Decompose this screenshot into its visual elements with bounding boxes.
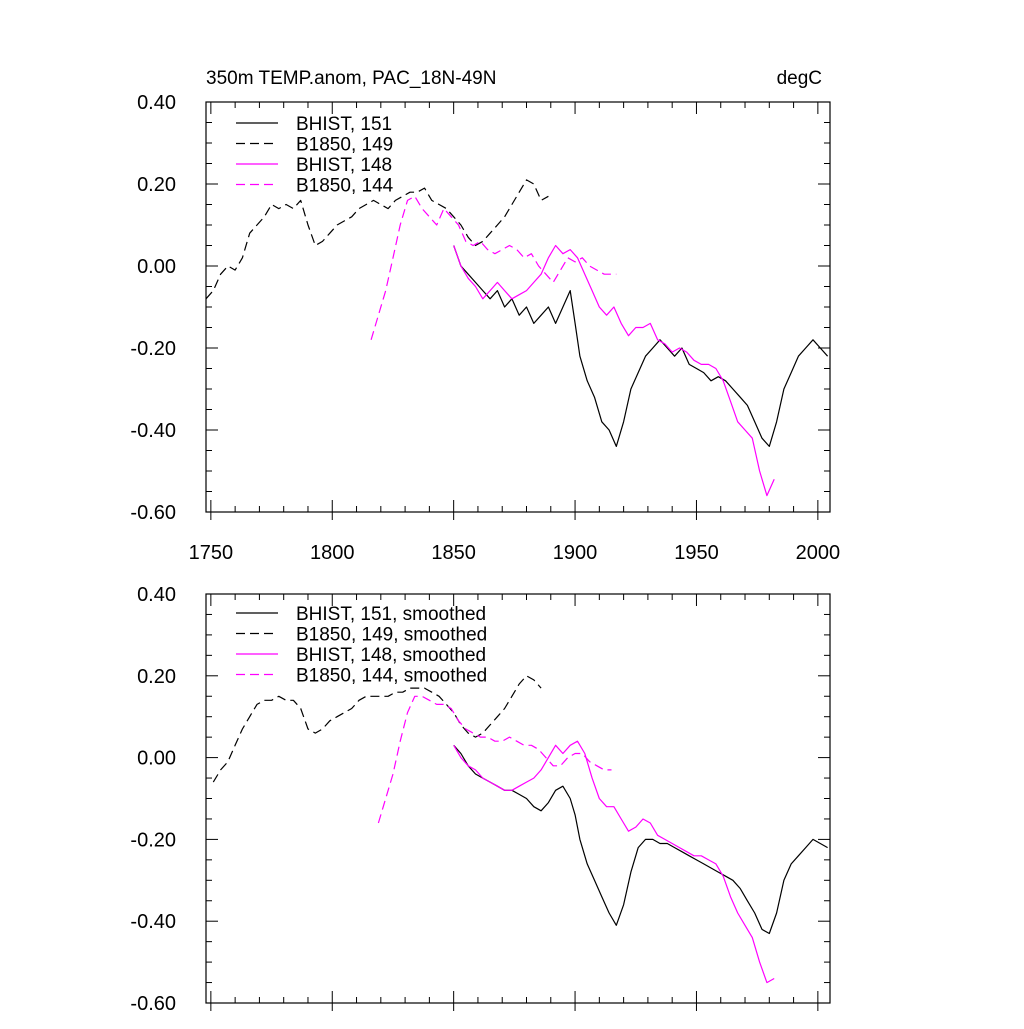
panel-1-xtick-label: 1800 <box>310 542 355 564</box>
panel-2-ytick-label: 0.40 <box>137 584 176 606</box>
panel-1-legend-label-4: B1850, 144 <box>296 176 394 197</box>
panel-2-series-3-line <box>453 740 775 984</box>
panel-1-series-1-line <box>453 245 829 447</box>
panel-1-xtick-label: 1750 <box>189 542 234 564</box>
panel-1-xtick-label: 1850 <box>431 542 476 564</box>
panel-2-ytick-label: -0.40 <box>130 911 176 933</box>
panel-1-ytick-label: 0.00 <box>137 256 176 278</box>
panel-1-ytick-label: 0.40 <box>137 92 176 114</box>
panel-1-series-3-line <box>453 244 775 497</box>
panel-1-title: 350m TEMP.anom, PAC_18N-49N <box>206 68 496 89</box>
panel-1-xtick-label: 2000 <box>796 542 841 564</box>
panel-1-units-label: degC <box>777 68 822 89</box>
panel-2-legend-label-4: B1850, 144, smoothed <box>296 666 487 687</box>
panel-2-legend-label-3: BHIST, 148, smoothed <box>296 645 486 666</box>
panel-2-legend-label-2: B1850, 149, smoothed <box>296 625 487 646</box>
panel-1-xtick-label: 1900 <box>553 542 598 564</box>
panel-1-series-4-line <box>370 195 617 340</box>
panel-2-ytick-label: -0.60 <box>130 993 176 1015</box>
panel-1-legend-label-2: B1850, 149 <box>296 135 393 156</box>
panel-1-series-2-line <box>205 179 549 300</box>
panel-1-legend-label-1: BHIST, 151 <box>296 114 392 135</box>
panel-2-ytick-label: 0.00 <box>137 748 176 770</box>
panel-1-legend-label-3: BHIST, 148 <box>296 155 392 176</box>
panel-1-ytick-label: -0.20 <box>130 338 176 360</box>
panel-2-series-2-line <box>212 675 542 783</box>
panel-1-ytick-label: 0.20 <box>137 174 176 196</box>
panel-2-series-4-line <box>377 695 612 824</box>
panel-1-ytick-label: -0.40 <box>130 420 176 442</box>
panel-2-ytick-label: 0.20 <box>137 666 176 688</box>
panel-2-series-1-line <box>453 744 828 935</box>
panel-2-ytick-label: -0.20 <box>130 829 176 851</box>
panel-1-xtick-label: 1950 <box>674 542 719 564</box>
panel-1-ytick-label: -0.60 <box>130 502 176 524</box>
panel-2-legend-label-1: BHIST, 151, smoothed <box>296 604 486 625</box>
